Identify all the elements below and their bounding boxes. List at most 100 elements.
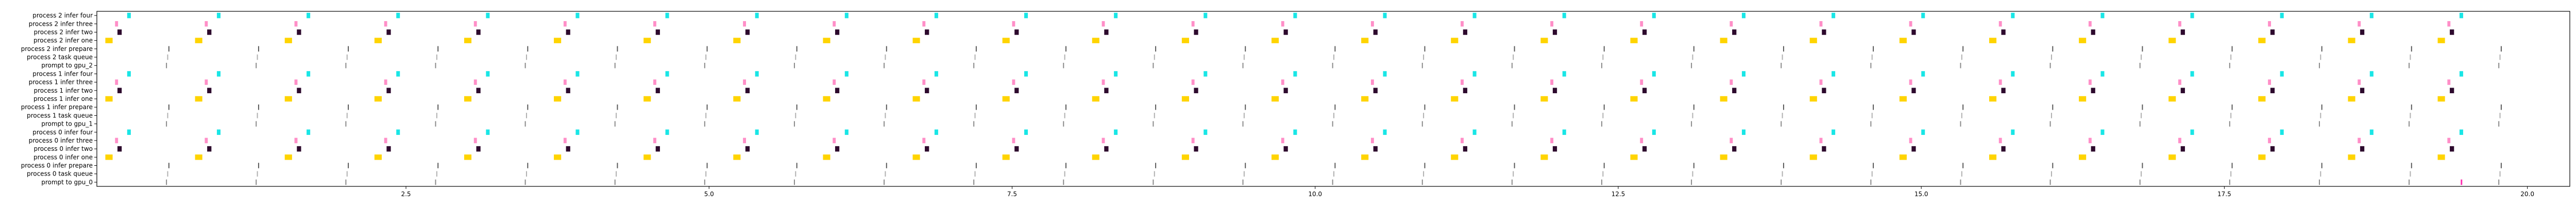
bar-infer-two [1283,88,1288,94]
bar-infer-one [1272,38,1279,43]
bar-infer-four [1741,12,1745,19]
bar-infer-prepare [2052,46,2054,52]
bar-infer-two [2180,88,2185,94]
bar-infer-four [844,71,849,77]
bar-infer-two [1373,146,1378,152]
bar-infer-one [1451,38,1459,43]
bar-infer-four [2280,12,2284,19]
bar-infer-one [1720,96,1727,102]
bar-infer-prepare [1424,46,1426,52]
bar-infer-prepare [2321,104,2323,110]
bar-infer-one [1630,154,1638,160]
bar-infer-prepare [1245,104,1246,110]
bar-infer-three [1012,79,1015,85]
bar-infer-four [1383,12,1387,19]
bar-infer-four [2011,71,2015,77]
y-tick-label: process 2 infer prepare [21,45,93,53]
bar-infer-one [912,154,920,160]
bar-infer-one [2348,96,2355,102]
bar-infer-one [464,38,472,43]
bar-infer-three [743,79,746,85]
bar-infer-three [563,79,567,85]
bar-prompt-to-gpu [884,121,885,127]
bar-infer-four [216,71,221,77]
bar-task-queue [1782,113,1783,118]
bar-task-queue [2410,54,2411,60]
bar-infer-three [2088,137,2092,144]
bar-infer-prepare [527,104,529,110]
bar-infer-prepare [437,104,439,110]
bar-infer-prepare [168,104,170,110]
bar-infer-four [1024,71,1028,77]
bar-prompt-to-gpu [973,121,975,127]
bar-infer-four [934,71,938,77]
bar-infer-four [755,129,759,135]
bar-infer-one [823,154,831,160]
bar-prompt-to-gpu [2049,62,2051,68]
bar-infer-one [374,96,382,102]
bar-prompt-to-gpu [1601,62,1602,68]
bar-infer-prepare [1334,46,1336,52]
bar-infer-prepare [348,104,349,110]
bar-infer-four [127,12,131,19]
bar-infer-one [1809,96,1817,102]
bar-infer-three [1730,21,1733,27]
y-tick-label: process 2 infer three [29,20,93,27]
bar-prompt-to-gpu [704,62,705,68]
bar-infer-one [1809,38,1817,43]
bar-task-queue [1243,54,1245,60]
x-axis: 2.5 5.0 7.5 10.0 12.5 15.0 17.5 20.0 [401,186,2534,198]
bar-task-queue [167,54,168,60]
bar-infer-prepare [886,163,887,168]
bar-task-queue [346,54,348,60]
bar-infer-three [2178,21,2181,27]
bar-infer-prepare [1514,46,1515,52]
bar-prompt-to-gpu [704,121,705,127]
bar-task-queue [616,54,617,60]
bar-infer-three [743,137,746,144]
bar-task-queue [257,171,258,177]
bar-infer-three [2447,79,2451,85]
bar-infer-three [1550,21,1554,27]
bar-infer-three [1101,79,1105,85]
y-tick-label: process 2 task queue [27,54,93,61]
bar-prompt-to-gpu [1421,62,1423,68]
bar-prompt-to-gpu [2409,62,2410,68]
bar-task-queue [705,171,707,177]
bar-infer-four [1024,12,1028,19]
bar-infer-two [2001,88,2006,94]
bar-prompt-to-gpu [1153,179,1154,185]
bar-prompt-to-gpu [1960,179,1961,185]
bar-infer-prepare [2231,163,2233,168]
bar-infer-one [1540,154,1548,160]
bar-infer-prepare [617,163,618,168]
bar-infer-three [2447,21,2451,27]
x-tick-label: 10.0 [1308,190,1322,198]
bar-prompt-to-gpu [1332,121,1333,127]
bar-infer-one [2258,38,2266,43]
bar-infer-three [922,79,926,85]
bar-task-queue [1154,54,1155,60]
bar-infer-one [1720,154,1727,160]
bar-prompt-to-gpu [1601,179,1602,185]
bar-task-queue [2141,113,2142,118]
bar-task-queue [2499,171,2501,177]
bar-task-queue [1243,171,1245,177]
bar-infer-four [2459,12,2463,19]
bar-prompt-to-gpu [2498,62,2500,68]
bar-infer-three [1819,21,1823,27]
bar-infer-prepare [2231,46,2233,52]
bar-infer-two [2360,29,2365,35]
bar-task-queue [526,54,527,60]
bar-infer-prepare [1603,46,1605,52]
bar-infer-two [297,88,301,94]
bar-infer-three [1461,21,1464,27]
bar-infer-one [284,96,292,102]
bar-infer-four [934,12,938,19]
bar-infer-two [745,88,750,94]
bar-infer-three [1461,79,1464,85]
bar-infer-one [464,154,472,160]
bar-infer-three [2088,21,2092,27]
